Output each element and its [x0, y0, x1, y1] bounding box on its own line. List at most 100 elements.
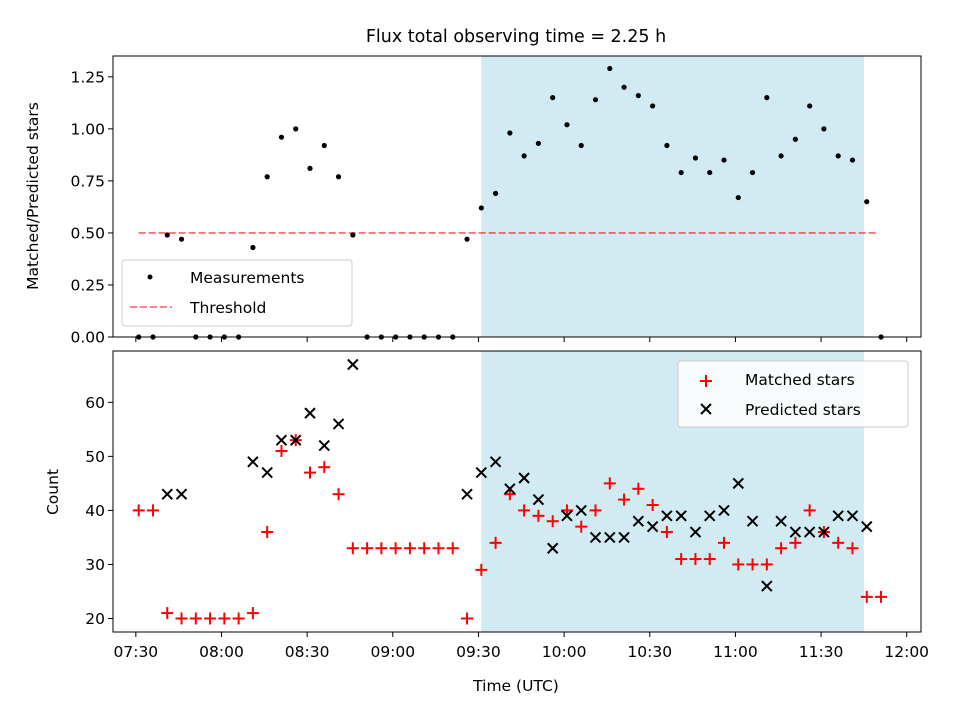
legend-threshold-label: Threshold	[189, 299, 266, 317]
matched-star-point	[760, 558, 773, 571]
matched-star-point	[189, 612, 202, 625]
legend-matched-label: Matched stars	[745, 371, 855, 389]
matched-star-point	[489, 536, 502, 549]
measurement-point	[550, 95, 556, 101]
top-axes-frame	[112, 55, 922, 338]
measurement-point	[792, 136, 798, 142]
predicted-star-point	[761, 580, 773, 592]
x-tick-label: 09:00	[370, 643, 415, 661]
y-tick-label: 1.25	[70, 68, 105, 86]
measurement-point	[278, 134, 285, 140]
matched-star-point	[261, 526, 274, 539]
predicted-star-point	[789, 526, 802, 538]
predicted-star-point	[818, 526, 830, 538]
predicted-star-point	[632, 515, 645, 527]
measurement-point	[735, 194, 741, 201]
matched-star-point	[575, 520, 588, 533]
matched-star-point	[603, 477, 616, 490]
matched-points	[132, 434, 888, 625]
predicted-star-point	[846, 510, 859, 522]
predicted-star-point	[732, 477, 744, 490]
measurement-point	[621, 84, 627, 90]
measurement-point	[535, 140, 542, 147]
x-tick-label: 11:00	[713, 643, 758, 661]
predicted-star-point	[504, 483, 516, 495]
measurement-point	[564, 122, 570, 128]
measurement-point	[250, 244, 256, 251]
measurement-point	[507, 130, 513, 136]
top-x-ticks	[135, 337, 908, 342]
matched-star-point	[689, 553, 702, 566]
top-y-axis-label: Matched/Predicted stars	[24, 102, 42, 290]
predicted-star-point	[489, 456, 502, 468]
x-axis-label: Time (UTC)	[472, 677, 559, 695]
measurement-point	[492, 190, 499, 196]
predicted-star-point	[532, 493, 545, 506]
predicted-star-point	[803, 526, 816, 538]
bottom-y-axis-label: Count	[44, 469, 62, 515]
predicted-star-point	[561, 510, 573, 522]
matched-star-point	[232, 612, 245, 625]
predicted-star-point	[832, 510, 844, 522]
y-tick-label: 0.75	[70, 172, 105, 190]
bottom-legend: Matched stars Predicted stars	[677, 360, 909, 428]
predicted-star-point	[332, 418, 345, 430]
measurement-point	[164, 232, 170, 238]
bottom-x-axis: 07:30 08:00 08:30 09:00 09:30 10:00 10:30 11:00…	[114, 632, 929, 661]
matched-star-point	[418, 542, 431, 555]
measurement-point	[478, 205, 484, 211]
measurement-point	[335, 174, 342, 180]
matched-star-point	[532, 509, 545, 522]
matched-star-point	[589, 504, 602, 517]
predicted-star-point	[746, 515, 759, 527]
matched-star-point	[403, 542, 416, 555]
measurement-point	[321, 142, 327, 149]
predicted-star-point	[861, 520, 873, 533]
measurement-point	[707, 169, 713, 176]
predicted-points	[161, 358, 873, 592]
y-tick-label: 0.25	[70, 276, 105, 294]
measurement-point	[607, 65, 613, 72]
matched-star-point	[361, 542, 374, 555]
top-panel: 0.00 0.25 0.50 0.75 1.00 1.25 Matched/Predict…	[24, 55, 922, 347]
top-y-axis: 0.00 0.25 0.50 0.75 1.00 1.25	[70, 68, 113, 347]
matched-star-point	[846, 542, 859, 555]
matched-star-point	[546, 515, 559, 528]
measurement-point	[821, 126, 827, 132]
y-tick-label: 40	[85, 502, 105, 520]
x-tick-label: 09:30	[456, 643, 501, 661]
measurement-point	[664, 142, 670, 149]
legend-measurements-marker	[147, 274, 153, 280]
matched-star-point	[346, 542, 359, 555]
matched-star-point	[789, 536, 802, 549]
predicted-star-point	[475, 466, 488, 479]
predicted-star-point	[290, 434, 302, 446]
measurement-point	[592, 97, 599, 103]
predicted-star-point	[261, 466, 273, 479]
matched-star-point	[646, 499, 659, 512]
matched-star-point	[475, 563, 488, 576]
matched-star-point	[304, 466, 317, 479]
matched-star-point	[175, 612, 188, 625]
predicted-star-point	[661, 510, 673, 522]
legend-predicted-label: Predicted stars	[745, 401, 861, 419]
matched-star-point	[161, 607, 174, 620]
matched-star-point	[132, 504, 145, 517]
measurement-point	[778, 153, 784, 159]
matched-star-point	[703, 553, 716, 566]
matched-star-point	[275, 444, 288, 457]
predicted-star-point	[589, 531, 602, 544]
y-tick-label: 50	[85, 448, 105, 466]
predicted-star-point	[347, 358, 359, 371]
legend-measurements-label: Measurements	[190, 269, 305, 287]
matched-star-point	[675, 553, 688, 566]
bottom-y-axis: 20 30 40 50 60	[85, 394, 113, 628]
measurement-point	[578, 142, 584, 149]
predicted-star-point	[575, 504, 587, 517]
x-tick-label: 08:00	[199, 643, 244, 661]
matched-star-point	[461, 612, 474, 625]
predicted-star-point	[461, 488, 473, 500]
matched-star-point	[446, 542, 459, 555]
measurement-point	[749, 169, 756, 176]
x-tick-label: 07:30	[114, 643, 159, 661]
